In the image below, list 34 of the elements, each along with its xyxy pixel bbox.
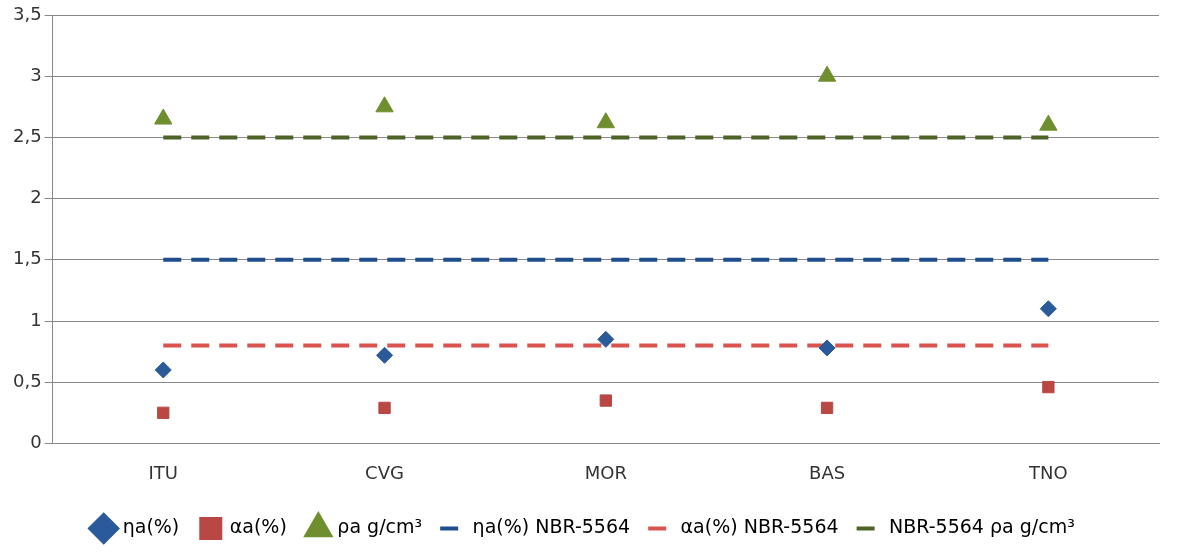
x-tick-label: BAS: [809, 461, 846, 483]
point: [820, 401, 834, 415]
point: [375, 96, 394, 113]
x-tick-label: TNO: [1028, 461, 1068, 483]
legend-label: αa(%) NBR-5564: [680, 515, 839, 538]
point: [1039, 300, 1057, 318]
point: [157, 406, 170, 419]
y-tick-label: 2: [30, 186, 42, 208]
point: [376, 346, 394, 364]
point: [154, 108, 173, 125]
legend-label: ηa(%): [122, 515, 180, 538]
x-tick-label: ITU: [148, 461, 179, 483]
y-tick-label: 0,5: [12, 369, 42, 391]
point: [596, 112, 615, 129]
y-tick-label: 2,5: [12, 125, 42, 147]
point: [818, 339, 836, 357]
y-tick-label: 0: [30, 431, 42, 453]
point: [1042, 380, 1055, 394]
legend-label: αa(%): [229, 515, 287, 538]
y-tick-label: 1: [30, 308, 42, 330]
point: [154, 361, 172, 379]
point: [599, 394, 612, 407]
point: [378, 401, 391, 415]
point: [597, 330, 615, 348]
y-tick-label: 3: [30, 63, 42, 85]
legend-label: ρa g/cm³: [337, 515, 423, 538]
point: [1039, 114, 1058, 131]
legend-label: ηa(%) NBR-5564: [472, 515, 631, 538]
point: [817, 65, 837, 82]
y-tick-label: 1,5: [12, 247, 42, 269]
y-tick-label: 3,5: [12, 2, 42, 24]
x-tick-label: MOR: [584, 461, 627, 483]
legend-label: NBR-5564 ρa g/cm³: [889, 515, 1075, 538]
x-tick-label: CVG: [365, 461, 404, 483]
